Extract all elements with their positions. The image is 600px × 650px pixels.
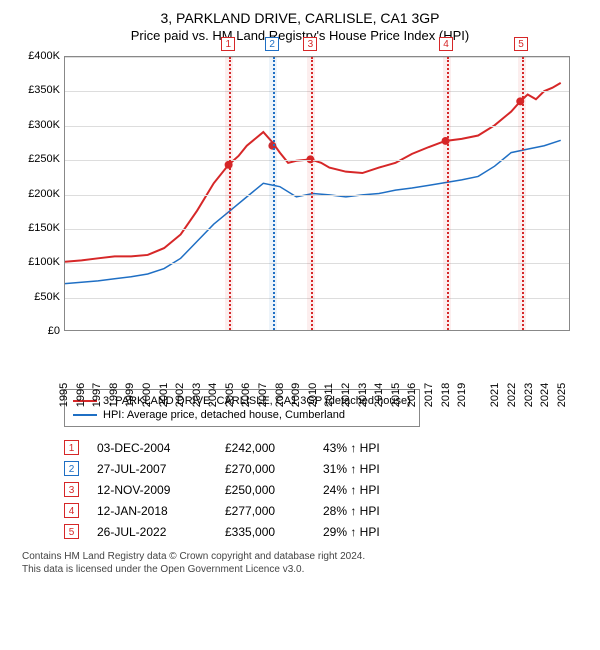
ytick-label: £50K [34,291,60,303]
chart-container: £0 £50K £100K £150K £200K £250K £300K £350K £400… [20,51,580,381]
ytick-label: £350K [28,84,60,96]
sale-row: 1 03-DEC-2004 £242,000 43% ↑ HPI [64,437,578,458]
chart-subtitle: Price paid vs. HM Land Registry's House … [10,28,590,43]
xtick-label: 2017 [423,383,435,407]
gridline [65,263,569,264]
xtick-label: 2024 [539,383,551,407]
sale-row: 5 26-JUL-2022 £335,000 29% ↑ HPI [64,521,578,542]
gridline [65,126,569,127]
gridline [65,195,569,196]
footer-line2: This data is licensed under the Open Gov… [22,563,578,576]
ytick-label: £400K [28,50,60,62]
sale-row: 4 12-JAN-2018 £277,000 28% ↑ HPI [64,500,578,521]
reference-line [311,57,313,330]
xtick-label: 2023 [523,383,535,407]
xtick-label: 2003 [191,383,203,407]
xtick-label: 2013 [357,383,369,407]
sale-pct: 28% ↑ HPI [323,504,433,518]
reference-badge: 4 [439,37,453,51]
xtick-label: 2022 [506,383,518,407]
xtick-label: 2018 [440,383,452,407]
sale-row: 2 27-JUL-2007 £270,000 31% ↑ HPI [64,458,578,479]
chart-title: 3, PARKLAND DRIVE, CARLISLE, CA1 3GP [10,10,590,26]
sale-pct: 29% ↑ HPI [323,525,433,539]
sale-date: 12-JAN-2018 [97,504,207,518]
xtick-label: 1997 [91,383,103,407]
xtick-label: 2012 [340,383,352,407]
ytick-label: £200K [28,188,60,200]
title-block: 3, PARKLAND DRIVE, CARLISLE, CA1 3GP Pri… [10,10,590,43]
sale-badge: 2 [64,461,79,476]
sale-price: £242,000 [225,441,305,455]
footer-line1: Contains HM Land Registry data © Crown c… [22,550,578,563]
xtick-label: 2008 [274,383,286,407]
xtick-label: 1996 [75,383,87,407]
xtick-label: 1995 [58,383,70,407]
ytick-label: £0 [48,325,60,337]
reference-line [447,57,449,330]
xtick-label: 2000 [141,383,153,407]
xtick-label: 2019 [456,383,468,407]
reference-line [229,57,231,330]
sale-pct: 24% ↑ HPI [323,483,433,497]
lines-svg [65,57,569,330]
gridline [65,298,569,299]
xtick-label: 2005 [224,383,236,407]
xtick-label: 2014 [373,383,385,407]
legend-swatch [73,414,97,416]
xtick-label: 2007 [257,383,269,407]
legend-label: HPI: Average price, detached house, Cumb… [103,409,345,421]
gridline [65,57,569,58]
xtick-label: 2002 [174,383,186,407]
xtick-label: 2010 [307,383,319,407]
xtick-label: 2009 [290,383,302,407]
gridline [65,160,569,161]
ytick-label: £150K [28,222,60,234]
xtick-label: 2021 [489,383,501,407]
sale-date: 03-DEC-2004 [97,441,207,455]
ytick-label: £100K [28,256,60,268]
xtick-label: 2025 [556,383,568,407]
reference-badge: 3 [303,37,317,51]
plot-area [64,56,570,331]
ytick-label: £250K [28,153,60,165]
xtick-label: 2016 [406,383,418,407]
sale-date: 26-JUL-2022 [97,525,207,539]
sale-price: £335,000 [225,525,305,539]
sale-price: £250,000 [225,483,305,497]
sale-badge: 5 [64,524,79,539]
sale-badge: 1 [64,440,79,455]
sale-price: £270,000 [225,462,305,476]
sale-pct: 31% ↑ HPI [323,462,433,476]
gridline [65,229,569,230]
xtick-label: 1998 [108,383,120,407]
reference-badge: 1 [221,37,235,51]
sale-date: 12-NOV-2009 [97,483,207,497]
sale-pct: 43% ↑ HPI [323,441,433,455]
sale-price: £277,000 [225,504,305,518]
sale-row: 3 12-NOV-2009 £250,000 24% ↑ HPI [64,479,578,500]
reference-line [273,57,275,330]
xtick-label: 2004 [207,383,219,407]
sale-date: 27-JUL-2007 [97,462,207,476]
reference-line [522,57,524,330]
reference-badge: 5 [514,37,528,51]
xtick-label: 2011 [323,383,335,407]
footer-text: Contains HM Land Registry data © Crown c… [22,550,578,576]
sale-badge: 4 [64,503,79,518]
sales-table: 1 03-DEC-2004 £242,000 43% ↑ HPI 2 27-JUL-200… [64,437,578,542]
sale-badge: 3 [64,482,79,497]
xtick-label: 2015 [390,383,402,407]
legend-row: HPI: Average price, detached house, Cumb… [73,408,411,422]
xtick-label: 1999 [124,383,136,407]
gridline [65,91,569,92]
xtick-label: 2006 [240,383,252,407]
ytick-label: £300K [28,119,60,131]
xtick-label: 2001 [158,383,170,407]
reference-badge: 2 [265,37,279,51]
